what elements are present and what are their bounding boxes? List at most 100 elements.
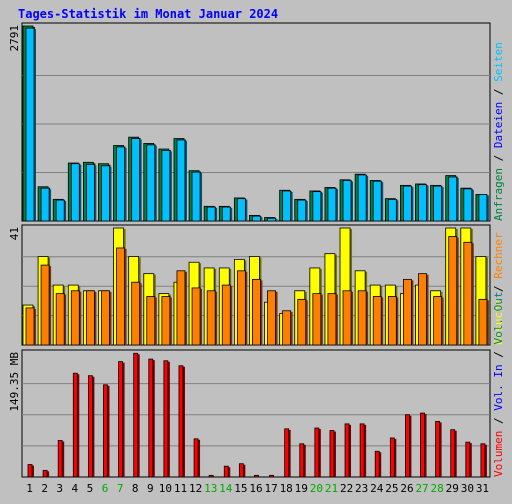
bar-rechner-day-27 bbox=[418, 273, 429, 346]
panel-legend: Anfragen / Dateien / Seiten bbox=[492, 42, 505, 221]
bar-volumen-day-28 bbox=[435, 420, 442, 478]
bar-face bbox=[116, 247, 125, 346]
bar-rechner-day-6 bbox=[101, 290, 112, 346]
bar-face bbox=[297, 199, 307, 222]
bar-rechner-day-1 bbox=[25, 307, 36, 346]
bar-face bbox=[327, 293, 337, 346]
bar-rechner-day-18 bbox=[282, 310, 293, 346]
bar-face bbox=[70, 163, 80, 222]
legend-entry-seiten: Seiten bbox=[492, 42, 505, 82]
bar-rechner-day-30 bbox=[463, 241, 474, 346]
bar-volumen-day-18 bbox=[284, 428, 291, 478]
x-tick-label-19: 19 bbox=[295, 482, 308, 495]
bar-rechner-day-5 bbox=[85, 290, 97, 346]
x-tick-label-27: 27 bbox=[415, 482, 428, 495]
x-tick-label-15: 15 bbox=[234, 482, 247, 495]
x-tick-label-3: 3 bbox=[56, 482, 63, 495]
bar-rechner-day-17 bbox=[267, 290, 278, 346]
bar-face bbox=[223, 465, 229, 478]
bar-volumen-day-22 bbox=[344, 423, 352, 478]
bar-face bbox=[478, 194, 488, 222]
legend-separator: / bbox=[492, 411, 505, 431]
bar-volumen-day-25 bbox=[389, 437, 397, 478]
bar-face bbox=[387, 198, 397, 222]
bar-face bbox=[131, 281, 141, 346]
bar-rechner-day-11 bbox=[176, 270, 187, 346]
bar-face bbox=[146, 144, 156, 222]
bar-dateien-day-2 bbox=[40, 187, 52, 222]
bar-volumen-day-2 bbox=[42, 469, 50, 478]
x-tick-label-1: 1 bbox=[26, 482, 33, 495]
bar-face bbox=[161, 296, 171, 346]
bar-dateien-day-13 bbox=[206, 206, 218, 222]
chart-panels: 2791 Anfragen / Dateien / Seiten 41 Besuche… bbox=[8, 22, 505, 478]
bar-face bbox=[357, 290, 367, 346]
bar-dateien-day-3 bbox=[55, 199, 67, 222]
bar-face bbox=[329, 430, 335, 478]
x-axis-day-labels: 1 2 3 4 5 6 7 8 9 10 11 12 13 14 15 16 17 18 19 20 21 22 23 24 2… bbox=[26, 482, 489, 495]
legend-entry-dateien: Dateien bbox=[492, 102, 505, 148]
bar-face bbox=[282, 190, 292, 222]
bar-face bbox=[148, 358, 154, 478]
bar-face bbox=[342, 180, 352, 222]
legend-separator: / bbox=[492, 345, 505, 365]
bar-face bbox=[448, 176, 458, 222]
bar-face bbox=[387, 296, 397, 346]
bar-face bbox=[221, 284, 231, 346]
bar-rechner-day-10 bbox=[161, 296, 172, 346]
bar-rechner-day-2 bbox=[40, 264, 52, 346]
x-tick-label-13: 13 bbox=[204, 482, 217, 495]
bar-face bbox=[435, 420, 441, 478]
bar-dateien-day-25 bbox=[387, 198, 399, 222]
bar-face bbox=[269, 474, 274, 478]
x-tick-label-31: 31 bbox=[476, 482, 489, 495]
chart-title: Tages-Statistik im Monat Januar 2024 bbox=[18, 7, 278, 21]
bar-face bbox=[101, 290, 110, 346]
bar-face bbox=[312, 293, 322, 346]
bar-face bbox=[87, 375, 93, 478]
bar-face bbox=[101, 165, 110, 222]
bar-rechner-day-3 bbox=[55, 293, 67, 346]
bar-face bbox=[236, 198, 246, 222]
legend-entry-besuche: Besuche bbox=[492, 299, 505, 345]
bar-rechner-day-21 bbox=[327, 293, 338, 346]
bar-face bbox=[161, 150, 171, 222]
bar-rechner-day-15 bbox=[236, 270, 248, 346]
legend-entry-volumen: Volumen bbox=[492, 431, 505, 477]
bar-face bbox=[208, 474, 214, 478]
bar-dateien-day-31 bbox=[478, 194, 489, 222]
panel-frame bbox=[21, 349, 491, 478]
bar-volumen-day-10 bbox=[163, 360, 170, 478]
x-tick-label-28: 28 bbox=[431, 482, 444, 495]
bar-dateien-day-20 bbox=[312, 191, 323, 222]
bar-face bbox=[418, 273, 427, 346]
bar-face bbox=[193, 438, 199, 478]
panel-legend: Volumen / Vol. In / Vol. Out bbox=[492, 292, 505, 477]
bar-face bbox=[178, 365, 184, 478]
bar-volumen-day-30 bbox=[465, 441, 472, 478]
bar-dateien-day-7 bbox=[116, 146, 127, 222]
bar-rechner-day-4 bbox=[70, 290, 82, 346]
bar-rechner-day-25 bbox=[387, 296, 399, 346]
bar-face bbox=[252, 278, 261, 346]
bar-face bbox=[116, 146, 125, 222]
legend-separator: / bbox=[492, 148, 505, 168]
bar-volumen-day-13 bbox=[208, 474, 216, 478]
bar-volumen-day-4 bbox=[72, 372, 80, 478]
x-tick-label-26: 26 bbox=[400, 482, 413, 495]
bar-face bbox=[72, 372, 78, 478]
bar-volumen-day-5 bbox=[87, 375, 95, 478]
bar-face bbox=[191, 171, 201, 222]
bar-face bbox=[118, 361, 123, 478]
bar-face bbox=[420, 412, 425, 478]
bar-volumen-day-26 bbox=[405, 414, 412, 478]
bar-face bbox=[372, 180, 382, 222]
bar-volumen-day-17 bbox=[269, 474, 276, 478]
bar-face bbox=[372, 296, 382, 346]
bar-volumen-day-23 bbox=[359, 423, 367, 478]
x-tick-label-7: 7 bbox=[117, 482, 124, 495]
bar-dateien-day-21 bbox=[327, 187, 338, 222]
bar-face bbox=[463, 241, 473, 346]
bar-dateien-day-26 bbox=[403, 185, 414, 222]
